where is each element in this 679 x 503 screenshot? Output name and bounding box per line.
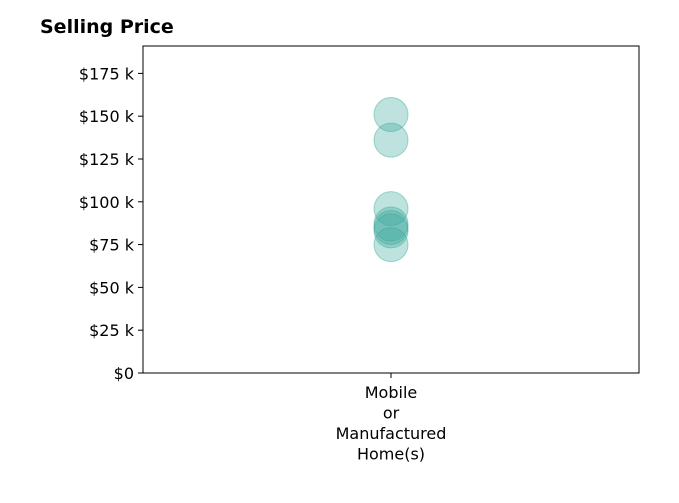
y-tick-label: $0 — [114, 364, 134, 383]
y-tick-label: $150 k — [79, 107, 135, 126]
y-tick-label: $175 k — [79, 64, 135, 83]
y-tick-label: $25 k — [89, 321, 135, 340]
data-point — [373, 227, 409, 263]
y-tick-label: $50 k — [89, 278, 135, 297]
x-axis: Mobile or Manufactured Home(s) — [336, 373, 447, 464]
data-point — [373, 206, 409, 242]
data-point — [373, 122, 409, 158]
x-tick-label: Mobile or Manufactured Home(s) — [336, 383, 447, 464]
data-points — [373, 96, 409, 263]
y-axis: $0 $25 k $50 k $75 k $100 k $125 k $150 k $175 … — [79, 64, 143, 383]
chart-title: Selling Price — [40, 16, 174, 38]
data-point — [373, 213, 409, 249]
data-point — [373, 209, 409, 245]
y-tick-label: $100 k — [79, 193, 135, 212]
data-point — [373, 96, 409, 132]
y-tick-label: $125 k — [79, 150, 135, 169]
y-tick-label: $75 k — [89, 236, 135, 255]
data-point — [373, 191, 409, 227]
